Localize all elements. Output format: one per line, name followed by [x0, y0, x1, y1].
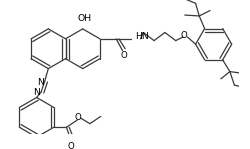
Text: O: O — [180, 31, 186, 40]
Text: O: O — [67, 142, 74, 149]
Text: OH: OH — [77, 14, 91, 24]
Text: O: O — [74, 113, 81, 122]
Text: O: O — [120, 51, 126, 60]
Text: HN: HN — [134, 32, 148, 41]
Text: N: N — [36, 78, 44, 87]
Text: N: N — [33, 89, 40, 97]
